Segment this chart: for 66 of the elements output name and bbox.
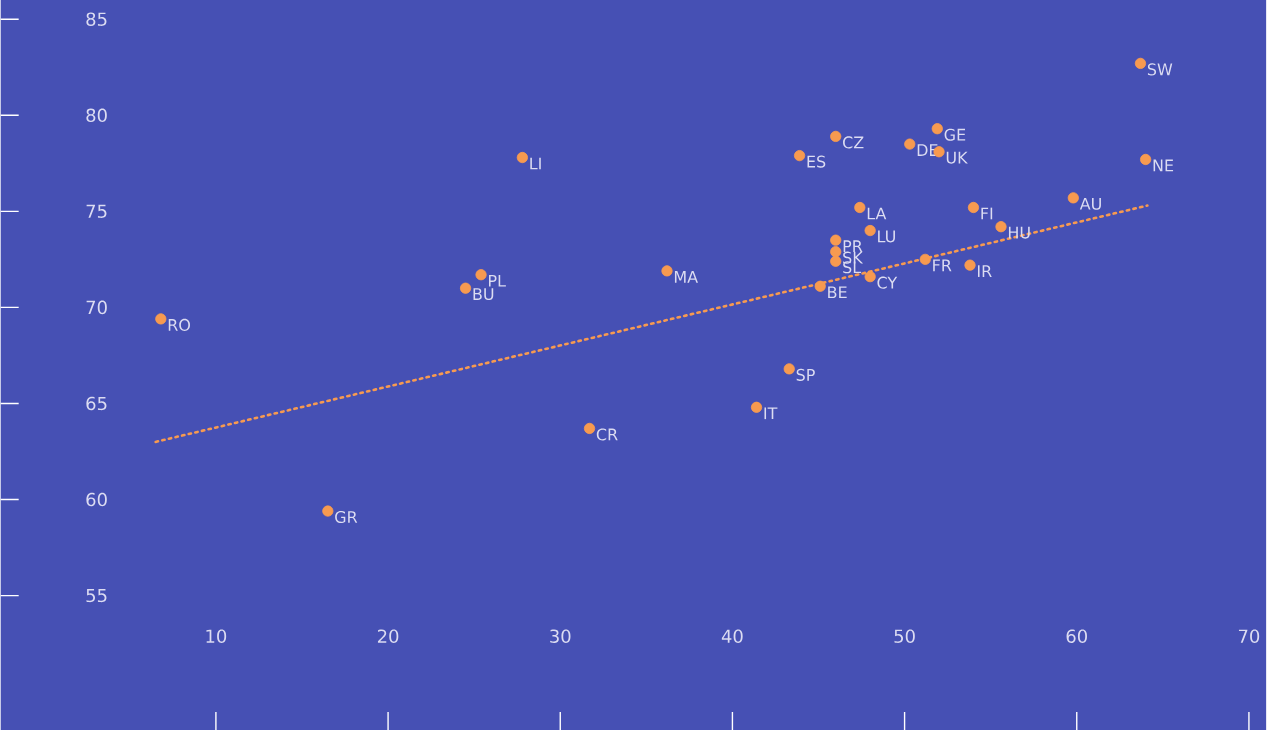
annotation: UK bbox=[946, 151, 968, 164]
point bbox=[830, 246, 842, 258]
point bbox=[931, 123, 943, 135]
point bbox=[964, 259, 976, 271]
x-tick-label: 40 bbox=[721, 629, 743, 644]
annotation: FR bbox=[933, 259, 952, 272]
annotation: SW bbox=[1147, 63, 1173, 76]
point bbox=[1067, 192, 1079, 204]
annotation: IT bbox=[764, 407, 778, 420]
point bbox=[995, 221, 1007, 233]
point bbox=[322, 505, 334, 517]
point bbox=[830, 234, 842, 246]
point bbox=[967, 202, 980, 214]
annotation: LI bbox=[530, 157, 541, 170]
point bbox=[583, 422, 596, 435]
annotation: HU bbox=[1008, 226, 1030, 239]
annotation: LU bbox=[878, 230, 895, 243]
annotation: SP bbox=[796, 368, 815, 382]
annotation: LA bbox=[867, 207, 887, 220]
y-tick-label: 85 bbox=[86, 12, 107, 27]
annotation: RO bbox=[168, 318, 190, 332]
point bbox=[793, 150, 806, 162]
point bbox=[854, 202, 866, 214]
y-tick-label: 80 bbox=[86, 108, 107, 123]
x-tick-label: 70 bbox=[1238, 629, 1260, 644]
x-tick-label: 20 bbox=[377, 629, 399, 644]
annotation: MA bbox=[674, 271, 698, 283]
point bbox=[830, 255, 842, 267]
x-tick-label: 30 bbox=[550, 629, 571, 644]
annotation: GR bbox=[335, 511, 358, 524]
point bbox=[516, 152, 528, 164]
point bbox=[830, 130, 842, 143]
annotation: NE bbox=[1153, 159, 1174, 172]
point bbox=[750, 401, 763, 414]
point bbox=[1134, 57, 1147, 70]
annotation: GE bbox=[944, 128, 966, 141]
annotation: CZ bbox=[843, 136, 864, 149]
y-tick-label: 60 bbox=[86, 492, 107, 507]
point bbox=[1140, 153, 1152, 166]
point bbox=[919, 253, 931, 266]
annotation: CR bbox=[596, 428, 618, 441]
y-tick-label: 75 bbox=[86, 204, 107, 219]
annotation: PR bbox=[843, 240, 863, 253]
annotation: AU bbox=[1079, 198, 1101, 210]
point bbox=[904, 138, 916, 150]
point bbox=[864, 225, 876, 237]
annotation: BE bbox=[828, 286, 847, 299]
annotation: FI bbox=[981, 207, 993, 220]
annotation: ES bbox=[807, 155, 826, 168]
point bbox=[475, 269, 487, 281]
x-tick-label: 60 bbox=[1066, 629, 1087, 644]
y-tick-label: 70 bbox=[86, 300, 107, 315]
point bbox=[661, 265, 673, 277]
annotation: IR bbox=[977, 265, 992, 278]
x-tick-label: 10 bbox=[206, 629, 227, 644]
point bbox=[155, 313, 167, 325]
point bbox=[459, 282, 472, 294]
point bbox=[783, 363, 795, 375]
point bbox=[864, 271, 876, 283]
point bbox=[814, 280, 826, 292]
y-tick-label: 65 bbox=[86, 396, 107, 411]
x-tick-label: 50 bbox=[894, 629, 915, 644]
y-tick-label: 55 bbox=[86, 589, 107, 603]
annotation: CY bbox=[877, 276, 898, 289]
annotation: BU bbox=[473, 288, 494, 301]
annotation: PL bbox=[489, 275, 506, 287]
